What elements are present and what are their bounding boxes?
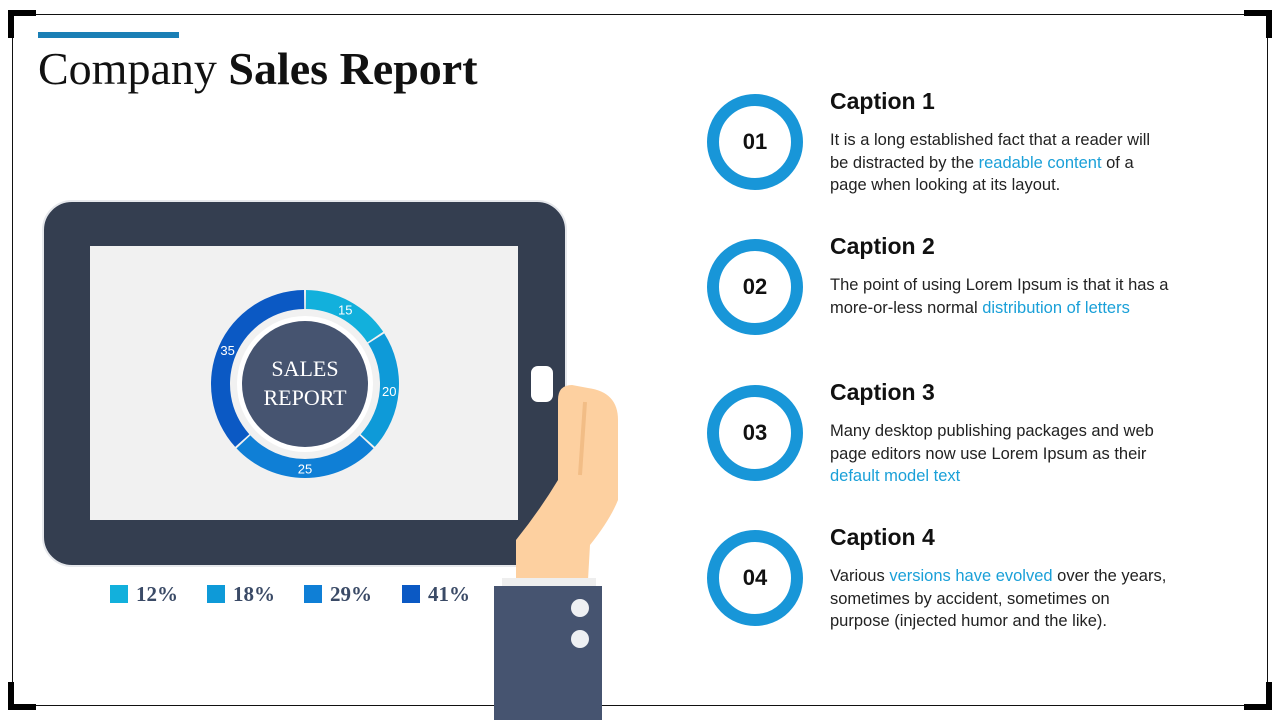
page-title: Company Sales Report <box>38 42 478 95</box>
caption-title: Caption 1 <box>830 88 935 114</box>
legend-label: 29% <box>330 582 372 606</box>
donut-segment <box>211 290 305 447</box>
caption-item: 02 Caption 2 The point of using Lorem Ip… <box>707 233 1177 359</box>
sleeve-button <box>571 630 589 648</box>
caption-highlight: default model text <box>830 467 961 485</box>
legend-swatch <box>207 585 225 603</box>
title-light: Company <box>38 43 217 94</box>
donut-segment <box>236 435 374 478</box>
donut-center <box>242 321 368 447</box>
caption-title: Caption 2 <box>830 233 935 259</box>
sleeve-button <box>571 599 589 617</box>
caption-title: Caption 3 <box>830 379 935 405</box>
donut-segment <box>360 333 399 447</box>
caption-highlight: versions have evolved <box>889 567 1053 585</box>
caption-ring: 03 <box>707 385 803 481</box>
caption-number: 03 <box>742 420 768 445</box>
donut-segment-label: 25 <box>298 462 312 477</box>
caption-text: The point of using Lorem Ipsum is that i… <box>830 276 1169 317</box>
hand-skin <box>516 385 618 580</box>
caption-item: 04 Caption 4 Various versions have evolv… <box>707 524 1177 650</box>
slide-frame <box>12 14 1268 706</box>
donut-segment-label: 15 <box>338 303 352 318</box>
caption-number: 02 <box>742 274 768 299</box>
donut-segment <box>305 290 384 343</box>
caption-highlight: readable content <box>978 153 1102 172</box>
legend-label: 41% <box>428 582 470 606</box>
title-bold: Sales Report <box>228 43 478 94</box>
caption-text: Various versions have evolved over the y… <box>830 567 1167 630</box>
caption-item: 01 Caption 1 It is a long established fa… <box>707 88 1177 214</box>
sales-donut-chart: SALES REPORT 15 20 25 35 <box>211 290 399 478</box>
caption-highlight: distribution of letters <box>982 298 1130 317</box>
caption-item: 03 Caption 3 Many desktop publishing pac… <box>707 379 1177 505</box>
caption-number: 04 <box>742 565 768 590</box>
caption-ring: 01 <box>707 94 803 190</box>
donut-center-line2: REPORT <box>263 385 347 410</box>
legend-label: 12% <box>136 582 178 606</box>
legend-swatch <box>110 585 128 603</box>
caption-text: It is a long established fact that a rea… <box>830 131 1151 194</box>
caption-number: 01 <box>742 129 768 154</box>
caption-title: Caption 4 <box>830 524 935 550</box>
donut-segment-label: 20 <box>382 384 396 399</box>
hand-illustration <box>494 385 618 720</box>
tablet-home-button <box>531 366 553 402</box>
legend-swatch <box>402 585 420 603</box>
corner-bracket <box>8 682 36 710</box>
donut-center-line1: SALES <box>271 356 338 381</box>
corner-bracket <box>1244 10 1272 38</box>
shirt-cuff <box>502 578 596 588</box>
legend-swatch <box>304 585 322 603</box>
title-accent-bar <box>38 32 179 38</box>
corner-bracket <box>1244 682 1272 710</box>
finger-line <box>578 401 587 476</box>
corner-bracket <box>8 10 36 38</box>
caption-ring: 02 <box>707 239 803 335</box>
caption-ring: 04 <box>707 530 803 626</box>
legend-label: 18% <box>233 582 275 606</box>
donut-segment-label: 35 <box>220 343 234 358</box>
caption-text: Many desktop publishing packages and web… <box>830 422 1154 485</box>
